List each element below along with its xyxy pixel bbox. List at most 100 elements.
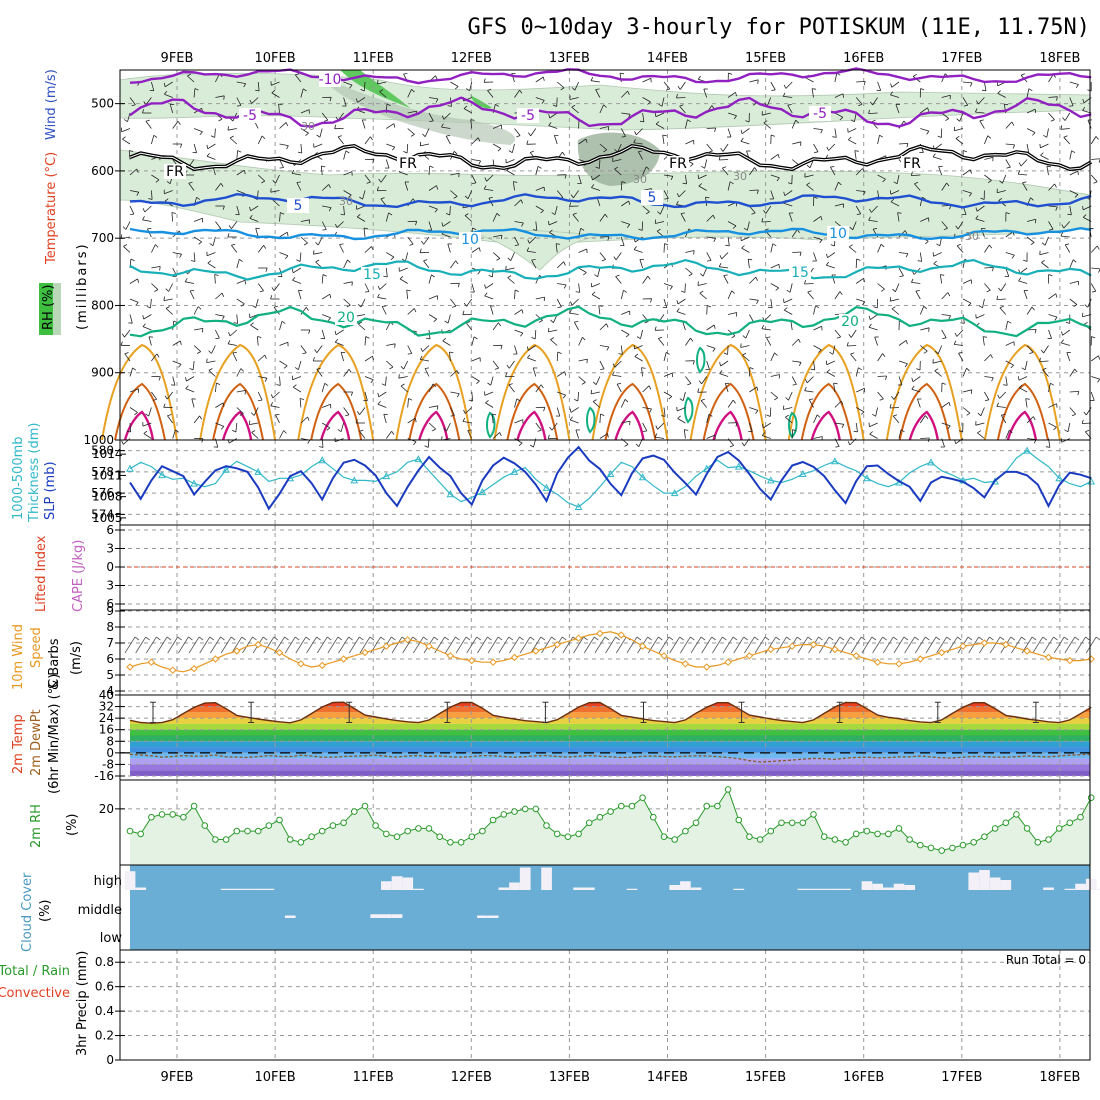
wind-barb [877,244,882,253]
bottom-date-label: 18FEB [1039,1070,1080,1085]
ylabel-2m-dewpt: 2m DewPt [29,709,44,776]
wind-barb [770,298,773,308]
wind-barb [428,314,438,320]
wind-barb [890,94,900,98]
wind-barb [852,221,857,230]
wind-barb [548,329,558,333]
wind-barb [321,184,330,191]
wind-barb-flag [508,150,513,154]
wind-barb [172,360,182,365]
wind-barb-flag [1053,426,1057,431]
bottom-date-label: 14FEB [647,1070,688,1085]
wind-barb-flag [969,82,973,87]
bottom-date-axis: 9FEB 10FEB 11FEB 12FEB 13FEB 14FEB 15FEB 16FEB 1… [161,1070,1081,1085]
wind-barb-flag [592,399,597,402]
wind-barb-flag [955,135,960,139]
wind-barb-flag [562,394,567,399]
isotherm-label: 10 [829,226,847,242]
convection-contour-outer [199,343,277,441]
wind-barb-flag [647,275,651,280]
wind-barb-flag [880,243,885,248]
wind-barb-flag [476,380,480,385]
wind-barb [934,370,942,377]
wind-barb-flag [1093,181,1098,184]
rh-marker [991,825,999,832]
wind-barb [313,252,323,255]
wind-barb-flag [688,273,693,277]
wind-barb-flag [222,205,225,210]
wind-barb-flag [447,105,452,107]
wind-barb-flag [770,134,776,137]
wind-barb [399,278,408,284]
wind-barb [1091,376,1100,380]
wind-barb [813,215,822,222]
wind-barb [642,166,647,176]
wind-barb [428,221,433,231]
wind-barb [514,329,524,334]
wind10-barb [936,636,948,654]
rh-marker [799,819,807,827]
wind-barb [954,344,964,346]
wind-barb-flag [980,197,985,200]
wind-barb-flag [1041,242,1046,246]
wind10-barb-flag [967,636,973,641]
wind-barb [144,205,152,213]
rh-marker [190,802,198,810]
wind-barb [151,190,153,200]
wind10-barb-flag [711,636,716,641]
y-tick-label: 8 [106,734,114,748]
wind-barb-flag [1028,88,1033,92]
wind-barb [385,267,388,278]
wind-barb [193,345,201,352]
wind-barb [363,227,366,238]
wind-barb-flag [1042,367,1047,371]
wind-barb-flag [792,429,797,432]
wind-barb [167,415,174,424]
wind-barb-flag [626,224,631,228]
wind-barb-flag [966,367,970,372]
wind-barb [535,186,545,191]
wind-barb-flag [740,129,743,134]
rh-marker [425,825,433,832]
wind-barb-flag [911,278,914,283]
wind-barb-flag [712,348,716,352]
panel-rh2m: 20 2m RH (%) [29,779,1095,866]
wind-barb [129,205,135,215]
wind-barb [770,81,776,90]
wind-barb [896,174,900,184]
top-date-label: 16FEB [843,51,884,66]
wind-barb [1018,173,1028,176]
bottom-date-label: 12FEB [451,1070,492,1085]
wind-barb [704,159,708,169]
wind-barb [236,169,245,176]
wind-barb [698,185,707,191]
wind-barb-flag [442,337,446,342]
wind-barb [727,181,731,191]
wind-barb [1048,314,1058,318]
wind-barb [1018,280,1028,284]
wind-barb [895,104,900,114]
wind-barb-flag [583,272,587,276]
wind-barb-flag [435,98,439,103]
wind-barb [164,93,173,98]
wind-barb [236,205,240,215]
wind-barb-flag [987,135,992,139]
wind-barb [556,190,564,198]
wind-barb [188,183,195,191]
cloud-high-bar [381,881,392,890]
convection-contour-core [810,410,841,441]
wind-barb [697,283,707,286]
isotherm-label-bg [809,106,831,121]
y-tick-label: 1000 [83,433,114,447]
wind-barb [834,329,842,338]
wind-barb [912,376,921,383]
wind-barb-flag [860,411,865,415]
wind-barb [343,281,353,284]
wind-barb-flag [601,259,606,262]
wind10-barb-flag [369,636,375,641]
wind-barb [292,279,302,284]
wind-barb-flag [798,362,802,366]
y-tick-label-right: 1008 [92,490,123,504]
wind-barb [984,156,994,160]
wind-barb [236,259,240,269]
